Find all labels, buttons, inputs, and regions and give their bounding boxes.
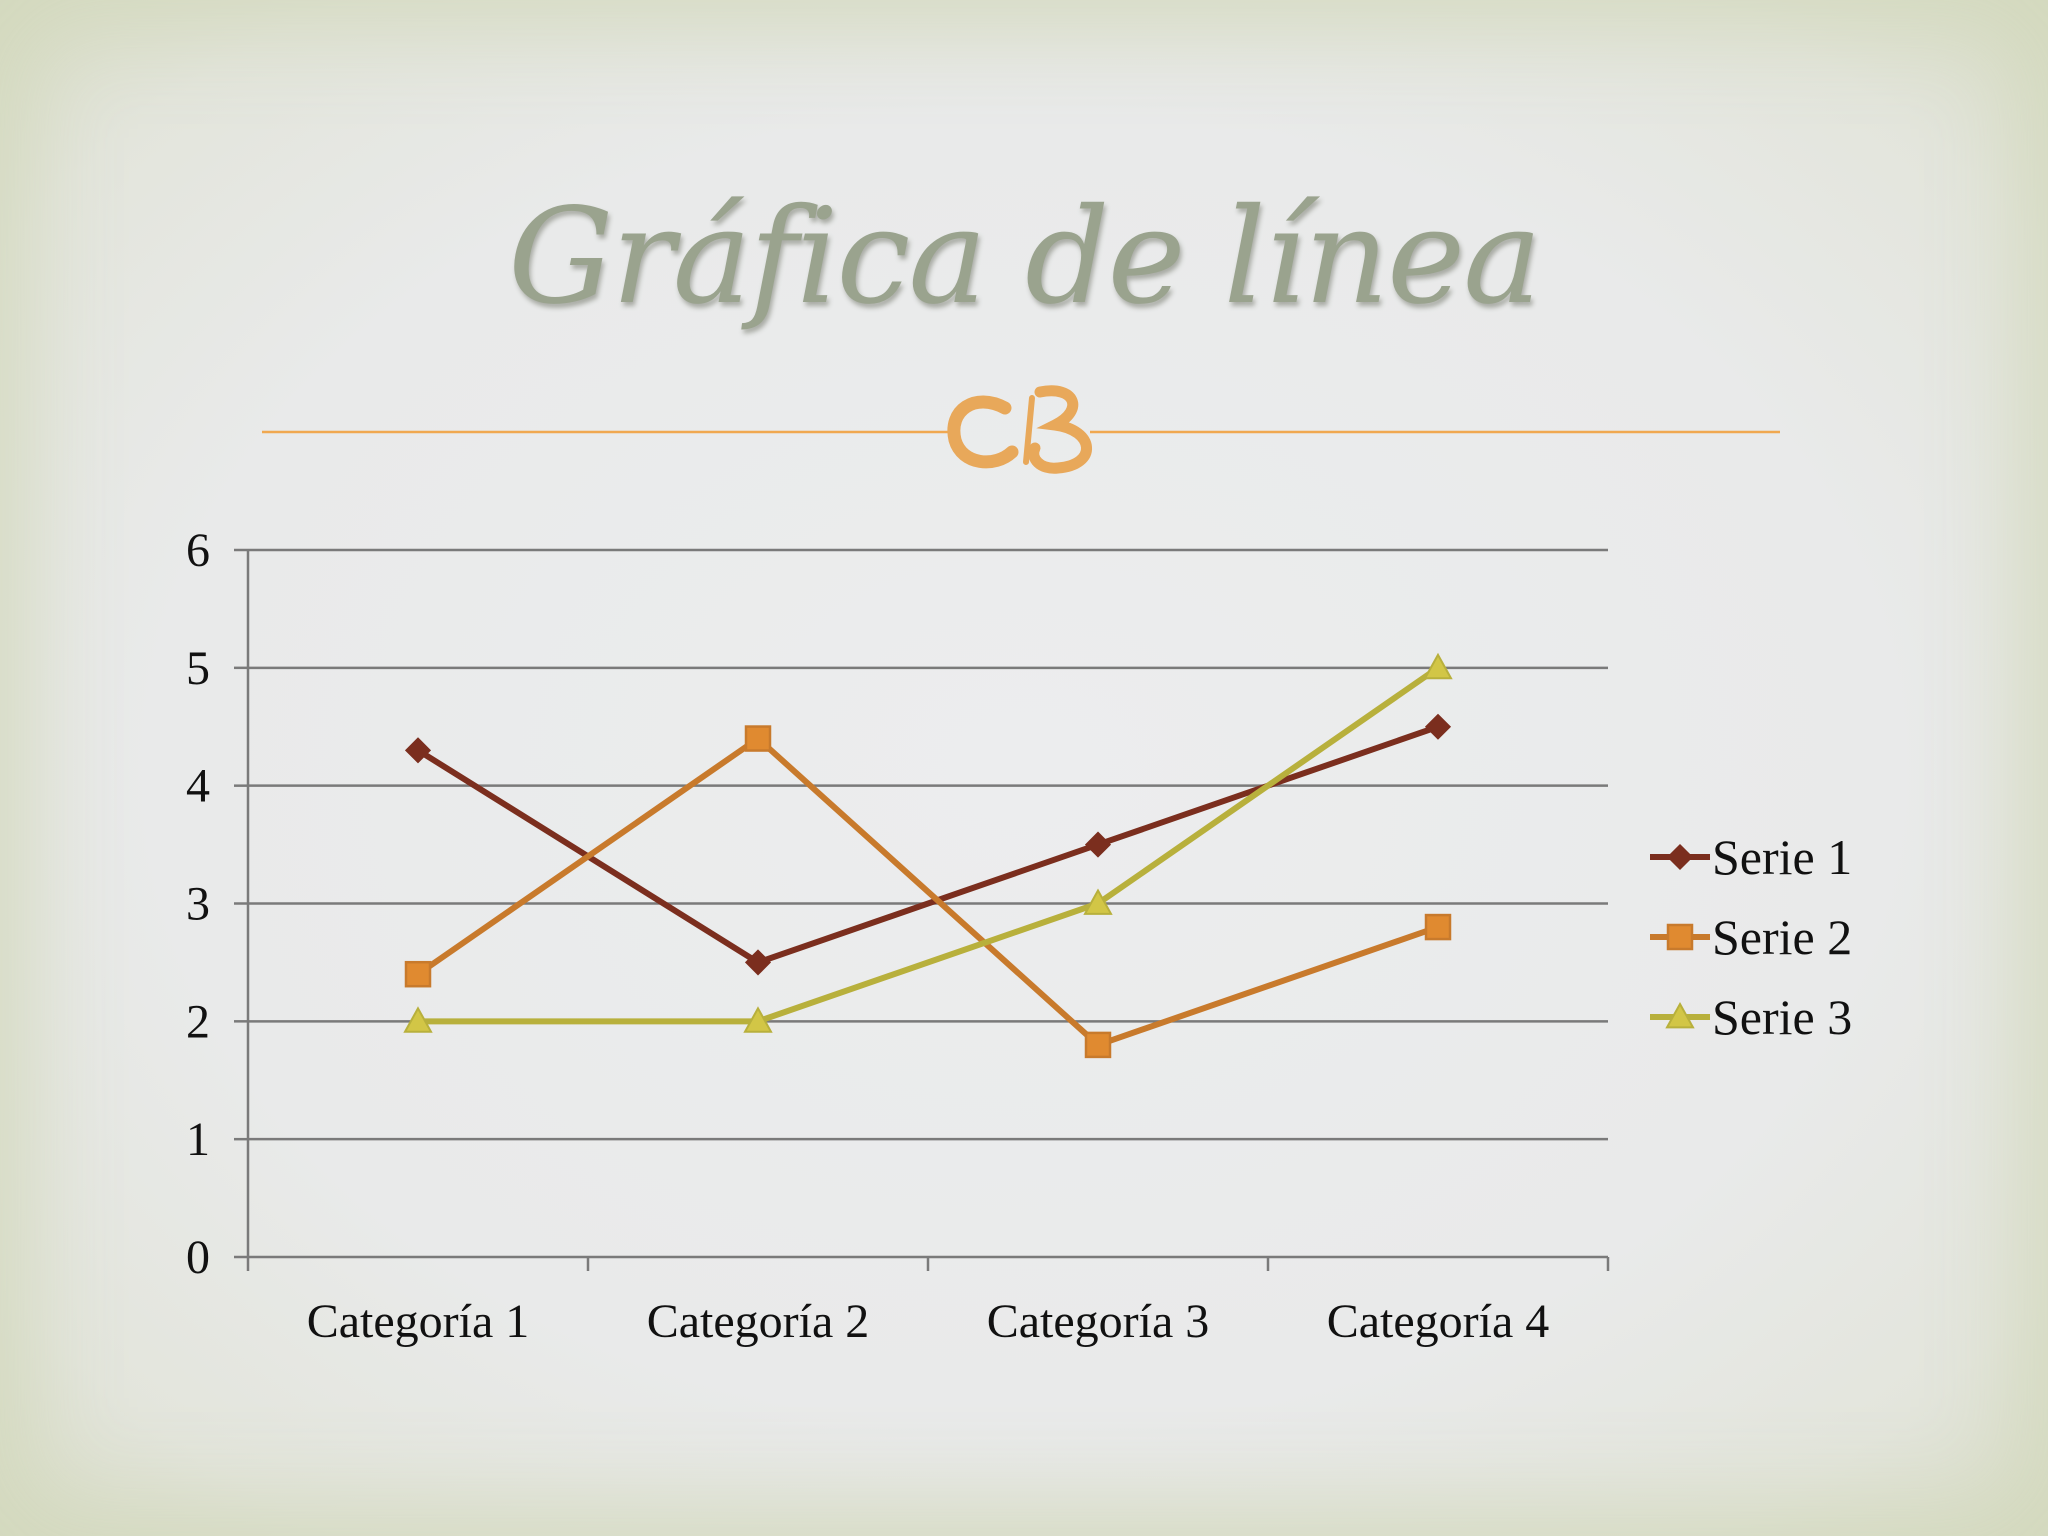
series-3-point (1083, 888, 1113, 915)
series-2-point (744, 725, 772, 752)
series-3-point (743, 1006, 773, 1033)
y-tick-label: 0 (186, 1231, 210, 1284)
y-tick-label: 2 (186, 995, 210, 1048)
legend-marker-2 (1666, 923, 1694, 951)
x-tick-label: Categoría 4 (1327, 1295, 1550, 1348)
legend-label-3: Serie 3 (1712, 989, 1852, 1045)
series-3-point (403, 1006, 433, 1033)
legend-label-1: Serie 1 (1712, 829, 1852, 885)
y-tick-label: 3 (186, 878, 210, 931)
series-2-point (1084, 1031, 1112, 1059)
y-axis-labels: 0 1 2 3 4 5 6 (186, 524, 210, 1284)
legend-marker-3 (1665, 1001, 1695, 1029)
x-axis-labels: Categoría 1 Categoría 2 Categoría 3 Categor… (307, 1295, 1550, 1348)
series-1-point (744, 949, 772, 976)
axes (246, 550, 1610, 1271)
y-tick-label: 1 (186, 1113, 210, 1166)
y-tick-label: 6 (186, 524, 210, 577)
y-tick-label: 5 (186, 642, 210, 695)
series-2-point (1424, 913, 1452, 941)
legend: Serie 1 Serie 2 Serie 3 (1650, 829, 1852, 1045)
legend-label-2: Serie 2 (1712, 909, 1852, 965)
series-1-point (404, 737, 432, 764)
x-tick-label: Categoría 3 (987, 1295, 1210, 1348)
x-tick-label: Categoría 2 (647, 1295, 870, 1348)
slide-title: Gráfica de línea (508, 180, 1542, 334)
legend-marker-1 (1666, 843, 1694, 871)
series-3-point (1423, 652, 1453, 680)
ornament-icon (947, 385, 1092, 474)
series-2-line (416, 735, 1439, 1048)
series-1-point (1084, 831, 1112, 858)
series-1-line (416, 723, 1439, 966)
series-1-point (1424, 713, 1452, 740)
series-3-line (418, 665, 1440, 1025)
x-tick-label: Categoría 1 (307, 1295, 530, 1348)
series-lines (403, 652, 1453, 1059)
y-tick-label: 4 (186, 760, 210, 813)
series-2-point (404, 960, 432, 988)
